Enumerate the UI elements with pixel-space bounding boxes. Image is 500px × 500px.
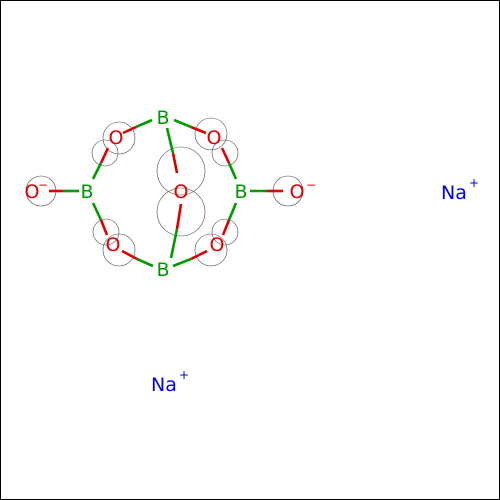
bond-segment	[172, 257, 192, 268]
atom-o-terminal-left: O	[25, 181, 40, 203]
bond-segment	[169, 228, 179, 259]
highlight-circle	[211, 218, 239, 246]
bond-segment	[227, 162, 238, 180]
atom-b-right: B	[234, 181, 247, 203]
highlight-circle	[194, 117, 228, 151]
bond-segment	[121, 249, 138, 261]
ion-na-bottom: Na	[151, 374, 177, 396]
bond-segment	[91, 162, 103, 180]
bond-segment	[220, 147, 231, 164]
bond-segment	[173, 118, 192, 129]
highlight-circle	[156, 146, 206, 196]
atom-labels: B B B B O O O O O O O − −	[25, 107, 317, 281]
atom-o-lower-left: O	[106, 234, 121, 256]
highlight-circle	[211, 139, 239, 167]
atom-b-bottom: B	[156, 259, 169, 281]
atom-b-left: B	[80, 181, 93, 203]
bond-segment	[165, 127, 175, 154]
bonds	[49, 118, 283, 268]
atom-o-bridge: O	[174, 181, 189, 203]
highlight-circle	[102, 233, 136, 267]
bond-segment	[135, 118, 153, 129]
charge-o-terminal-right: −	[306, 178, 316, 192]
atom-b-top: B	[156, 107, 169, 129]
charge-na-right: +	[469, 176, 479, 190]
bond-segment	[122, 125, 137, 135]
atom-o-upper-right: O	[207, 127, 222, 149]
ion-na-right: Na	[441, 182, 467, 204]
bond-segment	[227, 202, 238, 221]
charge-o-terminal-left: −	[38, 178, 48, 192]
highlight-circle	[92, 218, 120, 246]
atom-o-upper-left: O	[109, 127, 124, 149]
highlight-circle	[91, 139, 119, 167]
bond-segment	[91, 202, 103, 221]
atom-o-lower-right: O	[210, 234, 225, 256]
sodium-ions: Na + Na +	[151, 176, 479, 396]
bond-segment	[99, 219, 109, 236]
highlight-circle	[194, 233, 228, 267]
bond-segment	[221, 219, 231, 236]
highlight-circle	[102, 121, 136, 155]
charge-na-bottom: +	[179, 368, 189, 382]
atom-o-terminal-right: O	[290, 181, 305, 203]
bond-segment	[190, 125, 207, 135]
bond-segment	[136, 257, 154, 268]
bond-segment	[99, 147, 110, 164]
bond-segment	[171, 152, 179, 174]
bond-segment	[175, 203, 183, 230]
highlight-circle	[156, 187, 206, 237]
bond-segment	[190, 249, 208, 261]
